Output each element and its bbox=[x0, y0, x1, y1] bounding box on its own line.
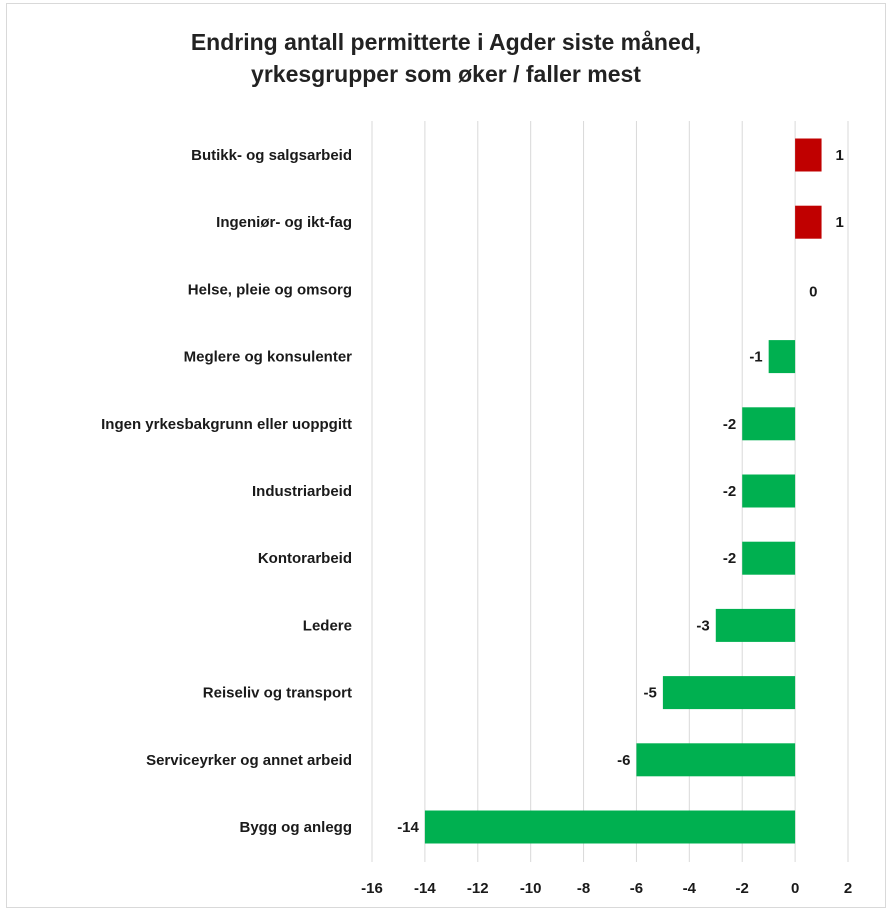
x-tick-label: 0 bbox=[791, 880, 799, 897]
data-label: -2 bbox=[723, 416, 736, 433]
category-label: Ledere bbox=[303, 617, 352, 634]
category-label: Ingeniør- og ikt-fag bbox=[216, 214, 352, 231]
category-label: Meglere og konsulenter bbox=[184, 349, 353, 366]
category-label: Ingen yrkesbakgrunn eller uoppgitt bbox=[101, 416, 352, 433]
category-labels: Butikk- og salgsarbeid Ingeniør- og ikt-f… bbox=[101, 147, 352, 836]
chart-title-line-2: yrkesgrupper som øker / faller mest bbox=[251, 61, 641, 87]
x-tick-label: -16 bbox=[361, 880, 383, 897]
x-tick-label: -14 bbox=[414, 880, 436, 897]
data-label: -1 bbox=[749, 349, 762, 366]
bar bbox=[795, 205, 822, 239]
category-label: Butikk- og salgsarbeid bbox=[191, 147, 352, 164]
bar bbox=[768, 340, 796, 374]
chart-title-line-1: Endring antall permitterte i Agder siste… bbox=[190, 29, 702, 55]
bar bbox=[742, 407, 796, 441]
chart-title: Endring antall permitterte i Agder siste… bbox=[0, 26, 892, 90]
bar bbox=[742, 541, 796, 575]
x-tick-label: -2 bbox=[736, 880, 749, 897]
bar bbox=[742, 474, 796, 508]
data-label: -2 bbox=[723, 483, 736, 500]
data-label: 1 bbox=[836, 147, 844, 164]
data-label: -6 bbox=[617, 752, 630, 769]
x-tick-label: -8 bbox=[577, 880, 590, 897]
x-axis-tick-labels: -16 -14 -12 -10 -8 -6 -4 -2 0 2 bbox=[361, 880, 852, 897]
data-label: -2 bbox=[723, 550, 736, 567]
category-label: Reiseliv og transport bbox=[203, 685, 352, 702]
bar bbox=[636, 743, 796, 777]
x-tick-label: 2 bbox=[844, 880, 852, 897]
category-label: Industriarbeid bbox=[252, 483, 352, 500]
data-label: -5 bbox=[644, 685, 657, 702]
data-labels: 1 1 0 -1 -2 -2 -2 -3 -5 -6 -14 bbox=[397, 147, 844, 836]
bar bbox=[795, 138, 822, 172]
bar bbox=[715, 608, 796, 642]
data-label: 0 bbox=[809, 283, 817, 300]
gridlines bbox=[371, 121, 849, 862]
x-tick-label: -6 bbox=[630, 880, 643, 897]
x-tick-label: -12 bbox=[467, 880, 489, 897]
category-label: Serviceyrker og annet arbeid bbox=[146, 752, 352, 769]
bar bbox=[662, 676, 796, 710]
data-label: -14 bbox=[397, 819, 419, 836]
x-tick-label: -10 bbox=[520, 880, 542, 897]
category-label: Bygg og anlegg bbox=[240, 819, 353, 836]
data-label: -3 bbox=[696, 617, 709, 634]
data-label: 1 bbox=[836, 214, 844, 231]
category-label: Kontorarbeid bbox=[258, 550, 352, 567]
x-tick-label: -4 bbox=[683, 880, 697, 897]
category-label: Helse, pleie og omsorg bbox=[188, 281, 352, 298]
bar bbox=[424, 810, 796, 844]
bars bbox=[424, 138, 822, 844]
